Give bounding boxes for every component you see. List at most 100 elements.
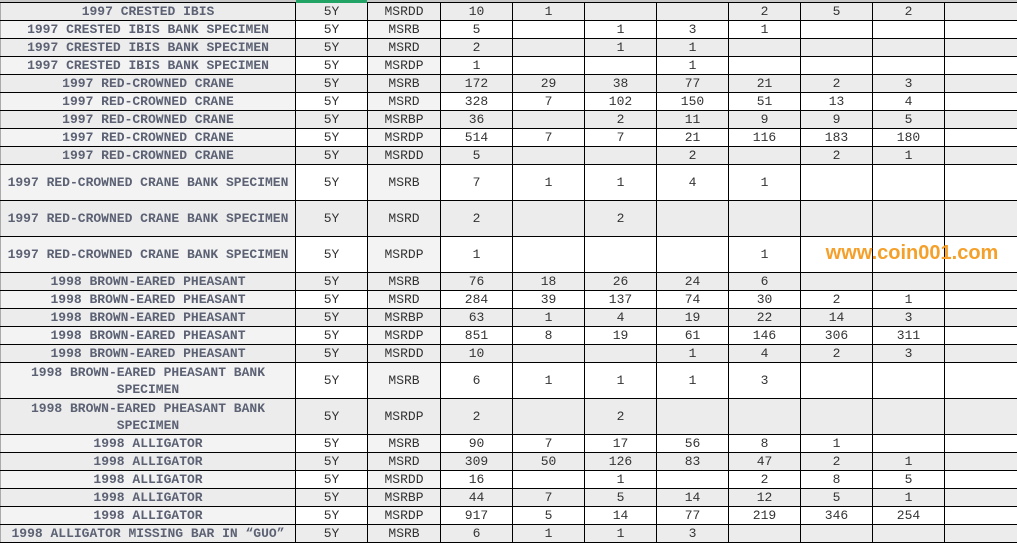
cell-value[interactable] [513,21,585,39]
cell-value[interactable] [873,273,945,291]
cell-value[interactable]: 47 [729,453,801,471]
cell-value[interactable]: 1 [585,525,657,543]
cell-value[interactable]: 2 [585,111,657,129]
cell-code[interactable]: MSRDD [368,3,441,21]
cell-value[interactable]: 311 [873,327,945,345]
cell-value[interactable]: 50 [513,453,585,471]
cell-value[interactable] [945,291,1017,309]
cell-value[interactable]: 30 [729,291,801,309]
cell-total[interactable]: 2 [441,399,513,435]
cell-value[interactable]: 21 [729,75,801,93]
cell-value[interactable] [729,201,801,237]
cell-value[interactable]: 8 [513,327,585,345]
cell-code[interactable]: MSRD [368,39,441,57]
cell-value[interactable] [873,525,945,543]
cell-code[interactable]: MSRDP [368,327,441,345]
cell-value[interactable] [801,399,873,435]
cell-value[interactable]: 51 [729,93,801,111]
cell-value[interactable]: 3 [729,363,801,399]
cell-value[interactable]: 7 [513,489,585,507]
cell-value[interactable]: 2 [585,399,657,435]
cell-total[interactable]: 10 [441,3,513,21]
cell-value[interactable]: 1 [873,291,945,309]
cell-value[interactable]: 29 [513,75,585,93]
cell-value[interactable]: 2 [801,291,873,309]
cell-value[interactable] [657,201,729,237]
cell-term[interactable]: 5Y [296,435,368,453]
cell-item-name[interactable]: 1997 RED-CROWNED CRANE BANK SPECIMEN [1,201,296,237]
cell-value[interactable]: 7 [513,129,585,147]
cell-item-name[interactable]: 1997 CRESTED IBIS BANK SPECIMEN [1,21,296,39]
cell-value[interactable]: 11 [657,111,729,129]
cell-value[interactable]: 1 [585,21,657,39]
cell-term[interactable]: 5Y [296,327,368,345]
cell-value[interactable]: 2 [801,75,873,93]
cell-value[interactable] [945,201,1017,237]
cell-item-name[interactable]: 1997 RED-CROWNED CRANE [1,75,296,93]
cell-value[interactable]: 2 [729,471,801,489]
cell-value[interactable]: 1 [513,165,585,201]
cell-value[interactable] [801,237,873,273]
cell-item-name[interactable]: 1997 RED-CROWNED CRANE BANK SPECIMEN [1,237,296,273]
cell-total[interactable]: 16 [441,471,513,489]
cell-total[interactable]: 328 [441,93,513,111]
cell-term[interactable]: 5Y [296,75,368,93]
cell-code[interactable]: MSRBP [368,309,441,327]
cell-item-name[interactable]: 1998 BROWN-EARED PHEASANT BANK SPECIMEN [1,363,296,399]
cell-value[interactable] [945,75,1017,93]
cell-value[interactable]: 1 [513,309,585,327]
cell-term[interactable]: 5Y [296,291,368,309]
cell-term[interactable]: 5Y [296,489,368,507]
cell-value[interactable] [945,21,1017,39]
cell-value[interactable]: 7 [513,93,585,111]
cell-value[interactable]: 6 [729,273,801,291]
cell-value[interactable] [801,57,873,75]
cell-value[interactable]: 183 [801,129,873,147]
cell-value[interactable]: 102 [585,93,657,111]
cell-term[interactable]: 5Y [296,111,368,129]
cell-value[interactable] [873,363,945,399]
cell-value[interactable]: 1 [801,435,873,453]
cell-total[interactable]: 44 [441,489,513,507]
cell-value[interactable]: 1 [657,345,729,363]
cell-value[interactable] [585,345,657,363]
cell-item-name[interactable]: 1998 BROWN-EARED PHEASANT [1,327,296,345]
cell-value[interactable] [585,57,657,75]
cell-value[interactable]: 9 [729,111,801,129]
cell-total[interactable]: 309 [441,453,513,471]
cell-value[interactable]: 14 [585,507,657,525]
cell-value[interactable]: 150 [657,93,729,111]
cell-value[interactable] [945,363,1017,399]
cell-item-name[interactable]: 1998 ALLIGATOR [1,489,296,507]
cell-value[interactable] [513,147,585,165]
cell-code[interactable]: MSRDD [368,345,441,363]
cell-value[interactable] [801,201,873,237]
cell-value[interactable] [729,39,801,57]
cell-term[interactable]: 5Y [296,363,368,399]
cell-item-name[interactable]: 1998 BROWN-EARED PHEASANT [1,273,296,291]
cell-term[interactable]: 5Y [296,21,368,39]
cell-total[interactable]: 2 [441,39,513,57]
cell-value[interactable]: 26 [585,273,657,291]
cell-item-name[interactable]: 1998 ALLIGATOR [1,453,296,471]
cell-value[interactable]: 2 [801,453,873,471]
cell-value[interactable] [945,399,1017,435]
cell-term[interactable]: 5Y [296,57,368,75]
cell-total[interactable]: 1 [441,57,513,75]
cell-value[interactable] [873,165,945,201]
cell-item-name[interactable]: 1998 BROWN-EARED PHEASANT [1,309,296,327]
cell-value[interactable]: 5 [585,489,657,507]
cell-term[interactable]: 5Y [296,165,368,201]
cell-item-name[interactable]: 1997 RED-CROWNED CRANE [1,129,296,147]
cell-term[interactable]: 5Y [296,3,368,21]
cell-value[interactable]: 5 [801,3,873,21]
cell-code[interactable]: MSRDP [368,507,441,525]
cell-term[interactable]: 5Y [296,147,368,165]
cell-value[interactable]: 1 [585,363,657,399]
cell-value[interactable] [801,273,873,291]
cell-value[interactable] [513,111,585,129]
cell-value[interactable] [873,201,945,237]
cell-value[interactable] [585,3,657,21]
cell-code[interactable]: MSRDP [368,237,441,273]
cell-item-name[interactable]: 1997 RED-CROWNED CRANE BANK SPECIMEN [1,165,296,201]
